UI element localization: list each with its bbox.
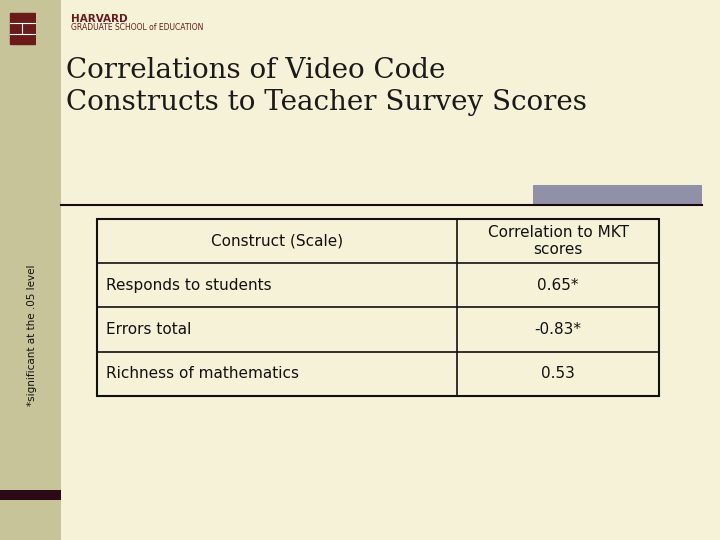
Text: Richness of mathematics: Richness of mathematics <box>106 366 299 381</box>
Text: 0.65*: 0.65* <box>537 278 579 293</box>
Text: -0.83*: -0.83* <box>534 322 582 337</box>
FancyBboxPatch shape <box>10 12 35 44</box>
Text: Correlation to MKT
scores: Correlation to MKT scores <box>487 225 629 257</box>
Text: Correlations of Video Code
Constructs to Teacher Survey Scores: Correlations of Video Code Constructs to… <box>66 57 587 116</box>
Text: GRADUATE SCHOOL of EDUCATION: GRADUATE SCHOOL of EDUCATION <box>71 23 204 32</box>
Text: Errors total: Errors total <box>106 322 192 337</box>
Text: 0.53: 0.53 <box>541 366 575 381</box>
Text: Construct (Scale): Construct (Scale) <box>211 233 343 248</box>
Text: Responds to students: Responds to students <box>106 278 271 293</box>
Text: HARVARD: HARVARD <box>71 14 128 24</box>
Text: *significant at the .05 level: *significant at the .05 level <box>27 264 37 406</box>
